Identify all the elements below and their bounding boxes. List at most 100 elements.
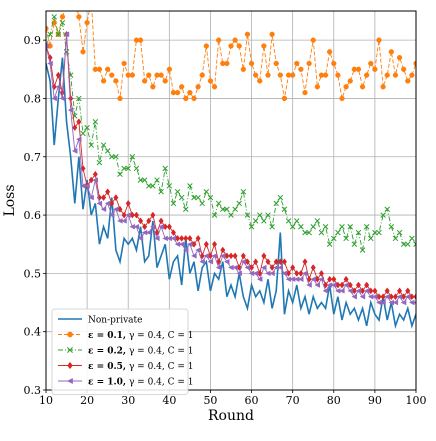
legend-label-1: ε = 0.1, γ = 0.4, C = 1 [88,331,194,341]
series-1 [46,0,435,102]
series-1-point [244,31,251,37]
x-tick-label: 70 [286,394,300,407]
series-2-point [125,165,131,172]
series-3-point [76,118,82,126]
series-2-point [224,206,230,212]
legend-label-eps: ε = 0.1, [88,331,126,341]
series-4-point [422,300,427,305]
series-3-point [269,264,275,271]
y-tick-label: 0.5 [24,267,42,280]
series-4-point [51,95,57,102]
series-1-point [236,43,242,49]
series-1-point [72,0,77,2]
series-3-point [261,252,267,260]
series-2-point [257,212,263,218]
series-2-point [343,235,349,242]
series-1-point [150,84,156,90]
series-2-point [178,194,185,201]
series-2-point [322,223,329,230]
series-1-point [207,78,214,84]
series-3-point [339,281,345,289]
series-1-point [117,95,123,102]
series-3-point [203,240,209,248]
series-1-point [430,9,435,14]
series-1-point [191,95,197,102]
series-3-point [88,176,94,184]
series-3-point [100,194,107,202]
series-1-point [105,66,111,72]
series-4-point [260,264,267,271]
series-2-point [240,189,247,195]
series-1-point [146,72,152,78]
series-4-point [302,270,308,277]
series-2-point [302,229,308,236]
series-3-point [121,211,127,219]
series-2-point [146,183,152,189]
series-1-point [422,49,427,54]
series-4-point [330,282,337,288]
x-tick-label: 40 [162,394,176,407]
series-4-point [413,301,416,305]
series-4-point [71,148,78,154]
legend-label-4: ε = 1.0, γ = 0.4, C = 1 [88,378,194,388]
series-2-point [51,14,57,20]
series-2-point [215,200,222,207]
legend-label-rest: γ = 0.4, C = 1 [126,331,193,341]
series-2-point [261,218,267,224]
series-4-point [232,264,238,271]
series-1-point [68,0,73,2]
legend-label-2: ε = 0.2, γ = 0.4, C = 1 [88,347,194,357]
series-2-point [220,206,226,212]
series-2-point [174,189,181,195]
series-2-point [166,183,173,189]
series-2-point [430,236,435,241]
series-1-point [426,38,431,43]
series-4-point [277,264,283,271]
series-3-point [392,293,399,301]
series-1-point [339,95,345,102]
series-2-point [372,229,378,236]
series-4-point [396,293,403,300]
series-2-point [265,212,271,218]
series-2-point [104,148,111,154]
series-1-point [294,60,300,67]
series-1-point [314,84,320,90]
series-1-point [253,72,259,78]
series-4-point [46,43,49,49]
series-2-point [187,183,193,189]
series-4-point [310,276,316,283]
series-4-point [359,293,366,300]
series-1-point [179,84,185,90]
series-4-point [108,212,115,218]
series-4-point [236,270,242,277]
series-4-point [314,282,320,288]
series-3-point [281,258,288,266]
series-2-point [207,194,214,201]
series-1-point [273,60,279,67]
series-2-point [92,119,99,125]
series-2-point [109,154,115,160]
series-4-point [269,270,275,277]
series-1-point [343,84,349,90]
series-4-point [363,288,370,294]
series-1-point [203,43,209,49]
series-2-point [269,223,275,230]
series-1-point [80,49,86,55]
series-4-point [59,95,66,102]
series-2-point [376,229,382,236]
series-1-point [84,20,90,26]
series-4-point [149,223,156,230]
series-4-point [339,288,345,294]
series-4 [46,31,427,306]
series-3-point [170,229,177,236]
series-4-point [154,235,160,242]
series-4-point [178,241,185,248]
series-4-point [195,247,201,253]
series-3-point [146,217,152,225]
series-2-point [150,183,156,189]
series-2-point [331,235,337,242]
series-3-point [253,258,259,266]
x-tick-label: 10 [39,394,53,407]
series-4-point [207,258,214,265]
y-tick-label: 0.9 [24,34,42,47]
